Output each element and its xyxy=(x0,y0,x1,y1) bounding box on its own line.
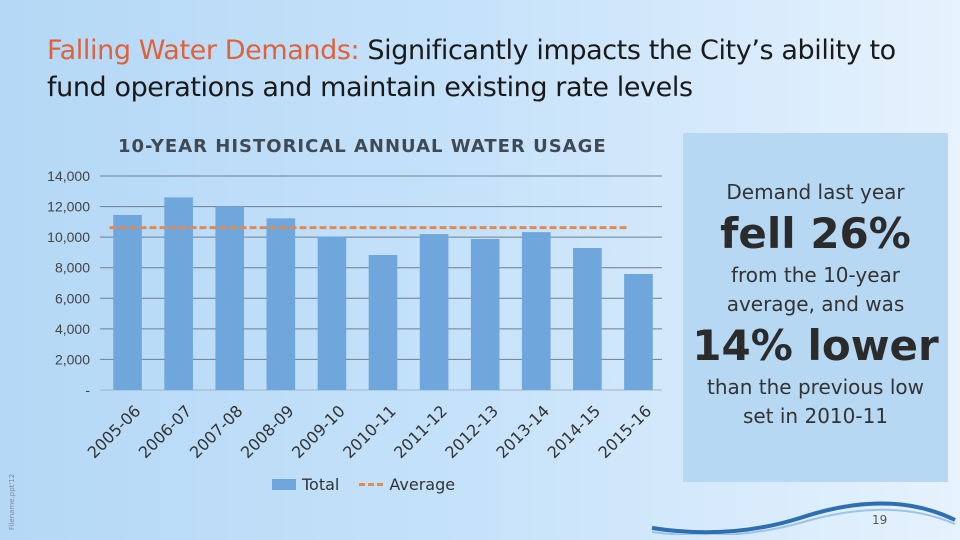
x-tick-label: 2009-10 xyxy=(288,401,349,462)
chart-title: 10-YEAR HISTORICAL ANNUAL WATER USAGE xyxy=(118,136,607,157)
y-tick-label: 14,000 xyxy=(47,168,90,184)
y-tick-label: 10,000 xyxy=(47,229,90,245)
slide-title: Falling Water Demands: Significantly imp… xyxy=(47,35,896,103)
bar xyxy=(113,214,142,390)
bar-chart: - 2,000 4,000 6,000 8,000 10,000 12,000 14,000 2… xyxy=(47,168,662,462)
x-tick-label: 2008-09 xyxy=(237,401,298,462)
x-tick-label: 2014-15 xyxy=(543,401,604,462)
y-tick-label: - xyxy=(85,382,90,398)
x-tick-label: 2006-07 xyxy=(135,401,196,462)
bar xyxy=(521,232,551,390)
x-tick-label: 2012-13 xyxy=(441,401,502,462)
callout-big2: 14% lower xyxy=(692,321,939,370)
y-tick-label: 6,000 xyxy=(55,290,90,306)
x-tick-label: 2007-08 xyxy=(186,401,247,462)
bar xyxy=(317,236,347,390)
callout-big1: fell 26% xyxy=(720,209,911,258)
callout-line2: from the 10-year average, and was xyxy=(726,263,905,316)
legend: Total Average xyxy=(272,475,455,494)
y-tick-label: 2,000 xyxy=(55,351,90,367)
x-tick-label: 2005-06 xyxy=(84,401,145,462)
y-tick-label: 8,000 xyxy=(55,260,90,276)
bar xyxy=(573,247,602,390)
y-tick-label: 4,000 xyxy=(55,321,90,337)
legend-swatch-average xyxy=(359,483,384,486)
x-tick-label: 2011-12 xyxy=(390,401,451,462)
wave-decoration xyxy=(651,501,956,535)
x-tick-label: 2013-14 xyxy=(492,401,553,462)
legend-label-average: Average xyxy=(389,475,456,494)
bar xyxy=(419,234,449,390)
legend-swatch-total xyxy=(272,479,296,490)
bar xyxy=(624,273,653,390)
x-tick-label: 2015-16 xyxy=(595,401,656,462)
legend-label-total: Total xyxy=(302,475,340,494)
bar xyxy=(215,206,245,390)
bar xyxy=(470,238,500,390)
callout-line1: Demand last year xyxy=(726,180,905,204)
x-tick-label: 2010-11 xyxy=(339,401,400,462)
y-tick-label: 12,000 xyxy=(47,199,90,215)
bar xyxy=(368,255,398,390)
bar xyxy=(266,218,296,390)
callout-panel: Demand last year fell 26% from the 10-ye… xyxy=(683,133,948,482)
callout-line3: than the previous low set in 2010-11 xyxy=(706,375,924,428)
footer-text: Filename.ppt'12 xyxy=(8,473,16,530)
bar xyxy=(164,197,193,390)
page-number: 19 xyxy=(872,513,888,527)
